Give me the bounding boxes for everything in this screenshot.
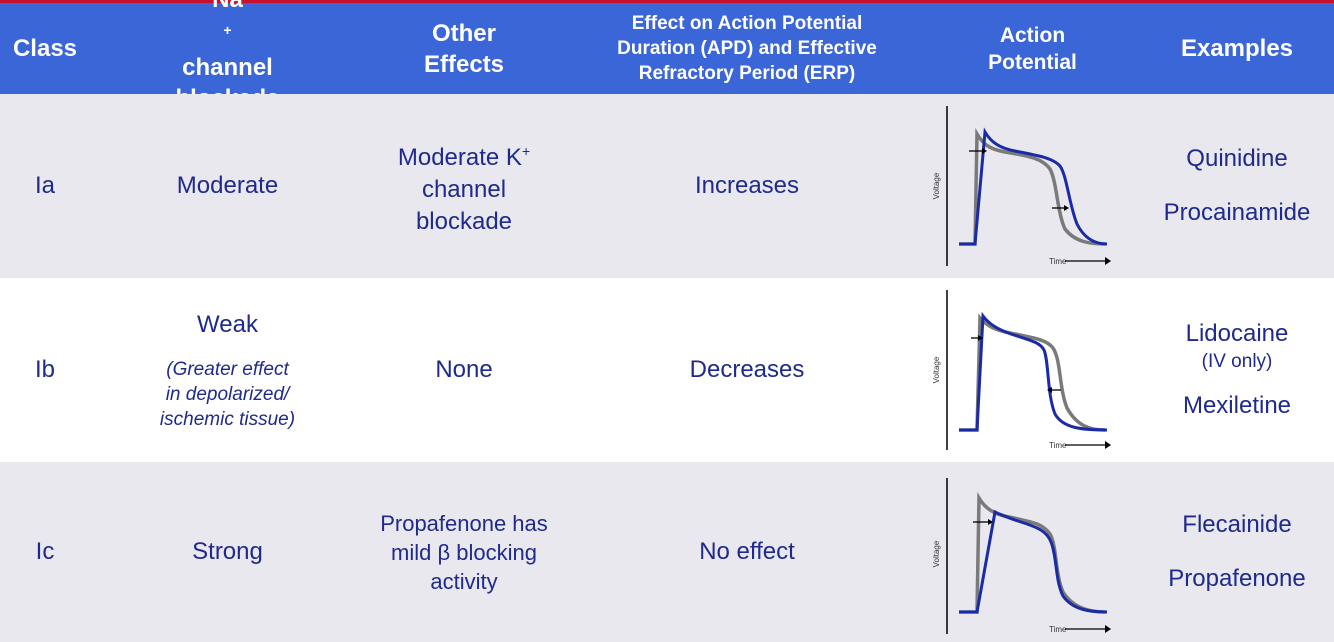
table-row-ia: Ia Moderate Moderate K+ channel blockade… xyxy=(0,94,1334,278)
voltage-axis-label: Voltage xyxy=(932,172,941,199)
baseline-action-potential-curve xyxy=(959,313,1106,432)
drug-action-potential-curve xyxy=(959,127,1108,246)
header-action-potential: Action Potential xyxy=(988,23,1077,74)
voltage-axis-label: Voltage xyxy=(932,540,941,567)
example-drug: Lidocaine xyxy=(1185,320,1289,347)
class-label: Ia xyxy=(34,172,55,199)
apd-erp-effect-value: No effect xyxy=(699,538,795,565)
apd-erp-effect-value: Increases xyxy=(694,172,800,199)
time-axis-label: Time xyxy=(1049,441,1067,450)
shift-arrowhead-upstroke xyxy=(978,335,983,341)
examples-cell: Quinidine Procainamide xyxy=(1140,94,1334,278)
time-arrowhead xyxy=(1105,257,1111,265)
example-drug: Flecainide xyxy=(1182,511,1292,538)
time-axis-label: Time xyxy=(1049,257,1067,266)
header-examples: Examples xyxy=(1180,34,1294,62)
header-other-effects: Other Effects xyxy=(423,19,505,78)
shift-arrowhead-repolarization xyxy=(1064,205,1069,211)
other-effects-line1: Moderate K+ xyxy=(397,142,531,171)
time-axis-label: Time xyxy=(1049,625,1067,634)
drug-action-potential-curve xyxy=(959,509,1108,614)
example-drug: Quinidine xyxy=(1186,145,1288,172)
class-label: Ib xyxy=(34,356,55,383)
shift-arrowhead-upstroke xyxy=(982,148,987,154)
table-row-ic: Ic Strong Propafenone has mild β blockin… xyxy=(0,462,1334,642)
other-effects-value: None xyxy=(435,356,493,383)
time-arrowhead xyxy=(1105,441,1111,449)
na-blockade-value: Weak (Greater effect in depolarized/ isc… xyxy=(159,310,296,430)
action-potential-chart: Voltage Time xyxy=(932,106,1111,266)
example-drug: Mexiletine xyxy=(1182,392,1292,419)
time-arrowhead xyxy=(1105,625,1111,633)
table-header: Class Na+ channel blockade Other Effects… xyxy=(0,0,1334,112)
header-na-line1: Na+ channel xyxy=(182,0,273,81)
action-potential-chart: Voltage Time xyxy=(932,290,1111,450)
header-class: Class xyxy=(12,34,78,62)
shift-arrowhead-upstroke xyxy=(988,519,993,525)
apd-erp-effect-value: Decreases xyxy=(689,356,805,383)
example-drug: Procainamide xyxy=(1163,199,1311,226)
na-blockade-value: Moderate xyxy=(176,172,279,199)
na-blockade-value: Strong xyxy=(192,538,263,565)
example-drug-note: (IV only) xyxy=(1201,351,1273,372)
action-potential-graph-ic: Voltage Time xyxy=(925,462,1125,642)
baseline-action-potential-curve xyxy=(959,127,1106,246)
baseline-action-potential-curve xyxy=(959,491,1106,614)
action-potential-graph-ib: Voltage Time xyxy=(925,278,1125,462)
top-accent-line xyxy=(0,0,1334,3)
table-row-ib: Ib Weak (Greater effect in depolarized/ … xyxy=(0,278,1334,462)
na-blockade-note: (Greater effect in depolarized/ ischemic… xyxy=(159,358,296,430)
voltage-axis-label: Voltage xyxy=(932,356,941,383)
action-potential-chart: Voltage Time xyxy=(932,478,1111,634)
other-effects-value: Moderate K+ channel blockade xyxy=(355,94,573,278)
action-potential-graph-ia: Voltage Time xyxy=(925,94,1125,278)
other-effects-value: Propafenone has mild β blocking activity xyxy=(380,510,548,594)
example-drug: Propafenone xyxy=(1168,565,1306,592)
shift-arrowhead-repolarization xyxy=(1047,387,1052,393)
header-effect-apd-erp: Effect on Action Potential Duration (APD… xyxy=(617,13,877,84)
class-label: Ic xyxy=(35,538,55,565)
examples-cell: Flecainide Propafenone xyxy=(1140,462,1334,642)
header-na-channel-blockade: Na+ channel blockade xyxy=(120,0,335,112)
drug-action-potential-curve xyxy=(959,311,1108,432)
examples-cell: Lidocaine (IV only) Mexiletine xyxy=(1140,278,1334,462)
